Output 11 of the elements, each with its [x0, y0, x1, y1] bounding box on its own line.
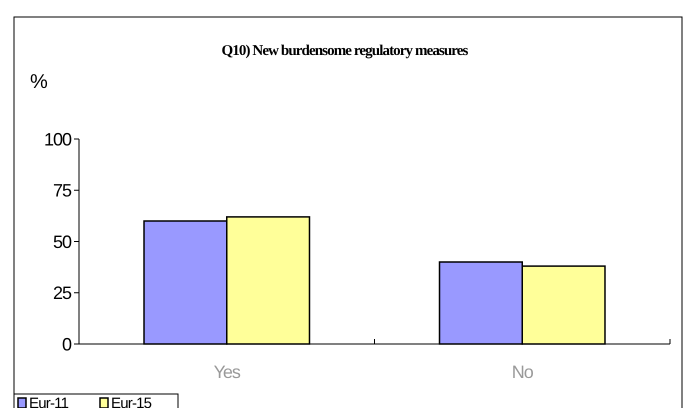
x-tick-label: Yes [214, 362, 241, 382]
chart-title: Q10) New burdensome regulatory measures [222, 43, 469, 59]
legend-label: Eur-15 [111, 395, 152, 408]
y-tick-label: 100 [44, 129, 72, 150]
y-tick-label: 50 [52, 232, 72, 252]
y-tick-label: 25 [52, 283, 72, 304]
x-tick-label: No [512, 362, 534, 382]
legend-label: Eur-11 [29, 395, 69, 408]
y-axis-title: % [30, 71, 48, 93]
y-tick-label: 0 [62, 334, 72, 354]
y-tick-label: 75 [52, 180, 72, 201]
